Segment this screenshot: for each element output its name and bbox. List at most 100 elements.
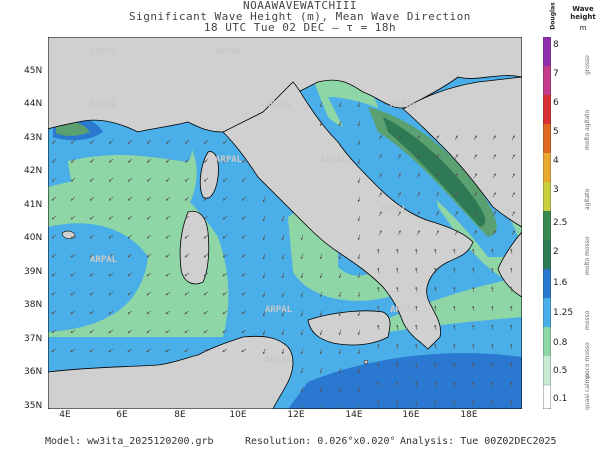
- wave-direction-arrow: [146, 329, 152, 334]
- wave-direction-arrow: [127, 329, 133, 334]
- wave-direction-arrow: [434, 400, 437, 407]
- wave-direction-arrow: [454, 211, 458, 217]
- land-sicily: [307, 310, 391, 346]
- lat-label: 43N: [24, 133, 43, 143]
- legend-tick: 6: [553, 98, 559, 108]
- wave-direction-arrow: [357, 196, 361, 203]
- wave-direction-arrow: [300, 348, 304, 355]
- lon-label: 6E: [116, 410, 128, 420]
- wave-direction-arrow: [108, 310, 114, 315]
- wave-direction-arrow: [203, 196, 209, 201]
- wave-direction-arrow: [241, 291, 247, 296]
- wave-direction-arrow: [338, 386, 342, 393]
- lat-label: 42N: [24, 166, 43, 176]
- lat-label: 37N: [24, 334, 43, 344]
- lon-label: 8E: [174, 410, 186, 420]
- wave-direction-arrow: [491, 267, 494, 274]
- lat-label: 35N: [24, 401, 43, 411]
- watermark: ARPAL: [215, 47, 243, 57]
- wave-direction-arrow: [203, 215, 209, 220]
- wave-direction-arrow: [491, 305, 494, 312]
- wave-direction-arrow: [319, 386, 323, 393]
- wave-direction-arrow: [184, 272, 190, 277]
- legend-tick: 7: [553, 69, 559, 79]
- wave-direction-arrow: [262, 310, 266, 317]
- wave-direction-arrow: [203, 291, 209, 296]
- wave-direction-arrow: [281, 310, 285, 317]
- wave-direction-arrow: [222, 329, 228, 334]
- wave-direction-arrow: [357, 310, 361, 317]
- wave-direction-arrow: [108, 291, 114, 296]
- wave-direction-arrow: [397, 230, 401, 236]
- wave-direction-arrow: [397, 211, 401, 217]
- wave-direction-arrow: [510, 248, 513, 255]
- wave-direction-arrow: [473, 230, 477, 236]
- wave-direction-arrow: [473, 173, 477, 179]
- wave-direction-arrow: [435, 211, 439, 217]
- wave-direction-arrow: [357, 158, 361, 165]
- wave-direction-arrow: [262, 348, 266, 355]
- wave-direction-arrow: [89, 215, 95, 220]
- wave-direction-arrow: [70, 253, 76, 258]
- wave-direction-arrow: [357, 329, 361, 336]
- wave-direction-arrow: [416, 173, 420, 179]
- legend-tick: 0.8: [553, 338, 568, 348]
- wave-direction-arrow: [300, 329, 304, 336]
- wave-direction-arrow: [492, 211, 496, 217]
- wave-direction-arrow: [338, 348, 342, 355]
- wave-direction-arrow: [241, 310, 247, 315]
- legend-header-wave-height: Wave height: [570, 5, 596, 21]
- chart-title-time: 18 UTC Tue 02 DEC – τ = 18h: [203, 21, 397, 34]
- legend-category: agitato: [584, 188, 591, 210]
- wave-direction-arrow: [396, 324, 399, 331]
- wave-direction-arrow: [397, 154, 401, 160]
- legend-tick: 3: [553, 185, 559, 195]
- sea-zone-rough: [288, 353, 522, 409]
- wave-direction-arrow: [241, 215, 247, 220]
- wave-direction-arrow: [472, 381, 475, 388]
- lat-label: 41N: [24, 200, 43, 210]
- sea-zone-moderate: [48, 223, 148, 332]
- wave-direction-arrow: [184, 215, 190, 220]
- chart-title-variable: Significant Wave Height (m), Mean Wave D…: [129, 10, 471, 23]
- wave-direction-arrow: [300, 272, 304, 279]
- wave-direction-arrow: [434, 324, 437, 331]
- wave-direction-arrow: [89, 196, 95, 201]
- legend-tick: 5: [553, 127, 559, 137]
- legend-tick: 2: [553, 247, 559, 257]
- legend-header-unit: m: [579, 24, 587, 32]
- wave-direction-arrow: [51, 329, 57, 334]
- wave-direction-arrow: [203, 310, 209, 315]
- wave-direction-arrow: [89, 234, 95, 239]
- wave-direction-arrow: [434, 248, 437, 255]
- wave-direction-arrow: [434, 267, 437, 274]
- wave-direction-arrow: [357, 234, 361, 241]
- wave-direction-arrow: [146, 215, 152, 220]
- wave-direction-arrow: [165, 291, 171, 296]
- wave-direction-arrow: [281, 291, 285, 298]
- land-greece: [497, 231, 522, 298]
- wave-direction-arrow: [300, 367, 304, 374]
- wave-direction-arrow: [300, 291, 304, 298]
- wave-direction-arrow: [300, 234, 304, 241]
- legend-header-douglas: Douglas: [549, 2, 557, 30]
- wave-direction-arrow: [377, 267, 380, 274]
- wave-direction-arrow: [454, 230, 458, 236]
- wave-direction-arrow: [184, 177, 190, 182]
- wave-direction-arrow: [396, 343, 399, 350]
- wave-direction-arrow: [70, 139, 76, 144]
- wave-direction-arrow: [338, 291, 342, 298]
- wave-direction-arrow: [453, 305, 456, 312]
- watermark: ARPAL: [390, 305, 418, 315]
- wave-direction-arrow: [453, 381, 456, 388]
- wave-direction-arrow: [300, 405, 304, 409]
- wave-direction-arrow: [473, 192, 477, 198]
- legend-tick: 1.25: [553, 308, 574, 318]
- land-sardinia: [179, 210, 210, 285]
- legend-tick: 0.1: [553, 394, 568, 404]
- wave-direction-arrow: [472, 305, 475, 312]
- wave-direction-arrow: [338, 310, 342, 317]
- wave-direction-arrow: [415, 343, 418, 350]
- watermark: ARPAL: [90, 47, 118, 57]
- wave-direction-arrow: [262, 196, 266, 203]
